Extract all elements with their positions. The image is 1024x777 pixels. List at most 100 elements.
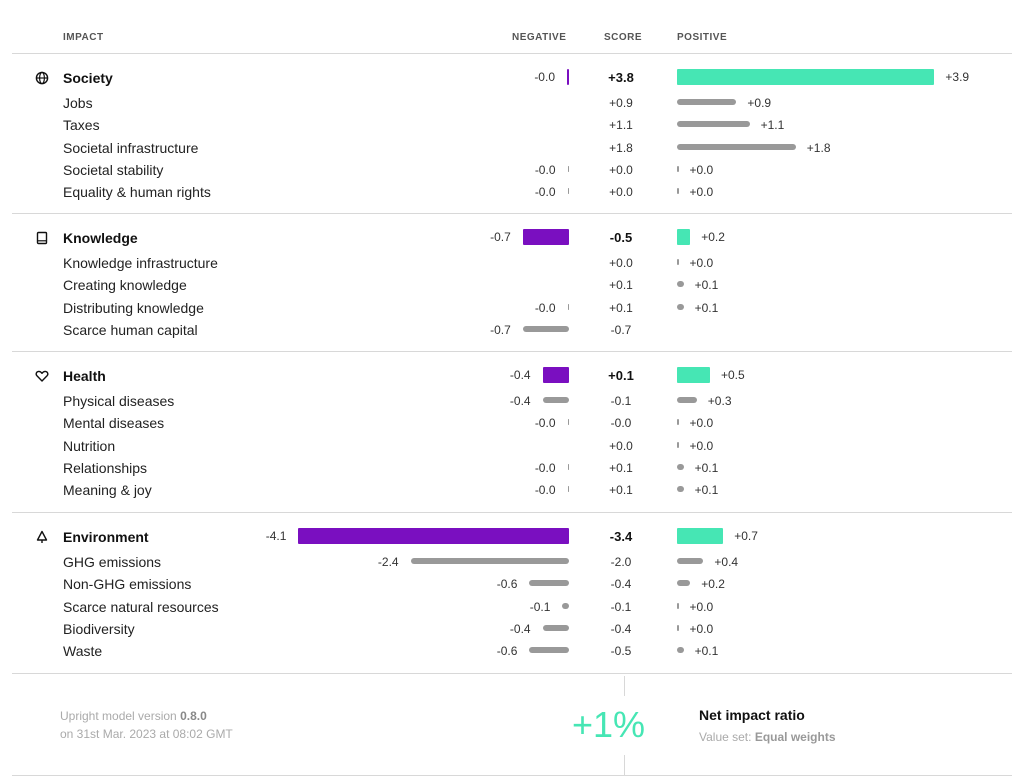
positive-value: +0.1: [694, 644, 719, 659]
negative-bar: [567, 69, 569, 85]
negative-bar: [567, 486, 569, 493]
positive-bar: [677, 281, 684, 288]
score-value: +0.0: [609, 185, 633, 200]
positive-bar: [677, 69, 935, 85]
footer-vertical-divider: [624, 676, 625, 696]
negative-value: -0.4: [509, 394, 531, 408]
positive-bar: [677, 397, 697, 403]
positive-bar: [677, 303, 684, 310]
table-row: Scarce human capital -0.7 -0.7: [0, 319, 1024, 341]
positive-value: +0.1: [694, 460, 719, 475]
table-row: Waste -0.6 -0.5 +0.1: [0, 640, 1024, 662]
table-row: Nutrition +0.0 +0.0: [0, 435, 1024, 457]
item-label: Knowledge infrastructure: [63, 255, 218, 271]
score-value: +0.1: [608, 368, 634, 383]
positive-bar: [677, 143, 796, 150]
score-value: +0.0: [609, 256, 633, 270]
positive-value: +0.0: [689, 416, 714, 431]
model-date: on 31st Mar. 2023 at 08:02 GMT: [60, 727, 233, 741]
table-row: Scarce natural resources -0.1 -0.1 +0.0: [0, 596, 1024, 618]
negative-value: -0.0: [534, 460, 556, 475]
table-row: Meaning & joy -0.0 +0.1 +0.1: [0, 479, 1024, 501]
positive-value: +0.0: [689, 162, 714, 177]
category-label: Knowledge: [63, 230, 138, 246]
positive-value: +0.0: [689, 599, 714, 614]
item-label: Mental diseases: [63, 415, 165, 432]
negative-bar: [567, 188, 569, 195]
negative-bar: [562, 602, 569, 609]
negative-value: -0.6: [496, 644, 518, 659]
negative-bar: [542, 397, 569, 403]
table-row: Taxes +1.1 +1.1: [0, 114, 1024, 136]
section-divider: [12, 213, 1012, 214]
positive-value: +1.8: [806, 140, 831, 155]
negative-bar: [567, 419, 569, 426]
table-row: Physical diseases -0.4 -0.1 +0.3: [0, 390, 1024, 412]
item-label: Jobs: [63, 95, 93, 111]
item-label: Nutrition: [63, 437, 116, 454]
category-row: Health -0.4 +0.1 +0.5: [0, 365, 1024, 387]
score-value: +0.1: [609, 278, 633, 293]
footer-vertical-divider: [624, 755, 625, 775]
positive-value: +0.0: [689, 256, 714, 270]
negative-bar: [410, 558, 569, 564]
table-row: Societal stability -0.0 +0.0 +0.0: [0, 159, 1024, 181]
item-label: Societal infrastructure: [63, 139, 199, 156]
item-label: Equality & human rights: [63, 184, 211, 201]
net-impact-value: +1%: [572, 704, 646, 745]
negative-bar: [522, 325, 569, 332]
negative-bar: [542, 367, 569, 383]
table-row: Biodiversity -0.4 -0.4 +0.0: [0, 618, 1024, 640]
score-value: +3.8: [608, 70, 634, 85]
header-impact: IMPACT: [63, 32, 104, 43]
positive-value: +1.1: [760, 118, 785, 133]
positive-bar: [677, 367, 710, 383]
negative-value: -0.0: [534, 300, 556, 315]
negative-value: -0.7: [490, 230, 511, 244]
item-label: Creating knowledge: [63, 277, 187, 294]
negative-bar: [529, 580, 569, 587]
score-value: +0.9: [609, 96, 633, 110]
positive-bar: [677, 99, 737, 105]
positive-bar: [677, 441, 679, 448]
tree-icon: [35, 530, 49, 544]
item-label: Biodiversity: [63, 620, 135, 637]
item-label: Non-GHG emissions: [63, 576, 192, 593]
category-row: Environment -4.1 -3.4 +0.7: [0, 526, 1024, 548]
score-value: -0.0: [610, 416, 632, 431]
score-value: -0.1: [610, 394, 632, 408]
negative-value: -0.4: [509, 368, 531, 382]
item-label: Relationships: [63, 459, 148, 476]
positive-bar: [677, 602, 679, 609]
item-label: Societal stability: [63, 161, 164, 178]
positive-bar: [677, 528, 724, 544]
positive-value: +0.7: [734, 529, 758, 543]
footer-divider-top: [12, 673, 1012, 674]
score-value: +0.1: [609, 483, 633, 498]
footer-divider-bottom: [12, 775, 1012, 776]
header-positive: POSITIVE: [677, 32, 728, 43]
category-label: Society: [63, 70, 113, 86]
item-label: Waste: [63, 643, 103, 660]
negative-bar: [298, 528, 569, 544]
book-icon: [35, 231, 49, 245]
score-value: +1.8: [609, 140, 633, 155]
positive-value: +3.9: [945, 70, 970, 84]
score-value: -0.4: [610, 621, 632, 636]
score-value: -0.5: [609, 230, 633, 245]
positive-value: +0.0: [689, 185, 714, 200]
negative-bar: [542, 624, 569, 631]
score-value: -0.1: [610, 599, 632, 614]
score-value: +1.1: [609, 118, 633, 133]
positive-value: +0.1: [694, 278, 719, 293]
negative-value: -4.1: [265, 529, 287, 543]
item-label: Distributing knowledge: [63, 299, 204, 316]
score-value: +0.0: [609, 438, 633, 453]
table-row: Mental diseases -0.0 -0.0 +0.0: [0, 412, 1024, 434]
positive-value: +0.3: [707, 394, 732, 408]
table-row: GHG emissions -2.4 -2.0 +0.4: [0, 551, 1024, 573]
negative-bar: [567, 165, 569, 172]
positive-bar: [677, 463, 684, 470]
positive-bar: [677, 188, 679, 195]
table-row: Relationships -0.0 +0.1 +0.1: [0, 457, 1024, 479]
